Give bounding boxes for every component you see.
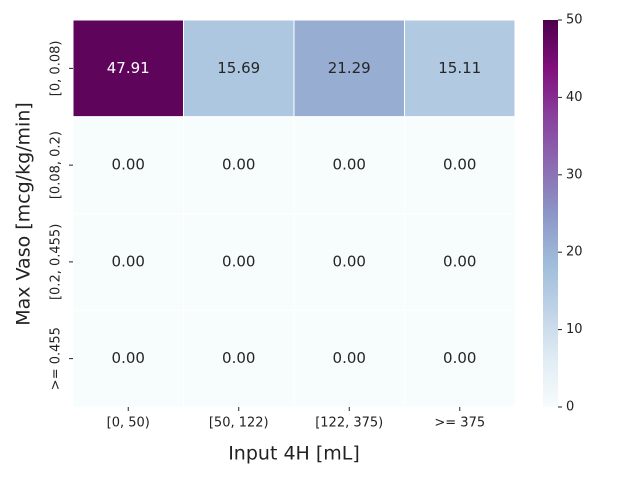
cell-label: 0.00 (222, 349, 255, 367)
cell-label: 0.00 (333, 349, 366, 367)
x-tick-label: [0, 50) (107, 416, 150, 431)
colorbar-tick-label: 50 (566, 13, 583, 28)
heatmap-cell (293, 19, 405, 118)
y-tick-label: [0.08, 0.2) (49, 131, 64, 199)
cell-label: 0.00 (443, 156, 476, 174)
heatmap-cell (183, 19, 295, 118)
heatmap-cell (72, 309, 184, 408)
y-tick-label: >= 0.455 (49, 327, 64, 390)
y-axis-title: Max Vaso [mcg/kg/min] (13, 102, 35, 326)
y-tick-label: [0.2, 0.455) (49, 224, 64, 300)
heatmap-cell (404, 213, 516, 311)
cell-label: 15.11 (438, 59, 481, 77)
x-tick-label: [50, 122) (209, 416, 269, 431)
heatmap-cell (293, 309, 405, 408)
cell-label: 21.29 (328, 59, 371, 77)
heatmap-cell (183, 116, 295, 214)
cell-label: 0.00 (112, 349, 145, 367)
cell-label: 0.00 (443, 349, 476, 367)
heatmap-cell (183, 309, 295, 408)
colorbar (543, 20, 558, 407)
x-tick-label: [122, 375) (315, 416, 383, 431)
colorbar-tick-label: 30 (566, 167, 583, 182)
heatmap-cell (183, 213, 295, 311)
x-axis-title: Input 4H [mL] (228, 443, 360, 465)
cell-label: 0.00 (222, 156, 255, 174)
cell-label: 0.00 (333, 156, 366, 174)
colorbar-tick-label: 10 (566, 322, 583, 337)
heatmap-cell (72, 19, 184, 118)
cell-label: 15.69 (217, 59, 260, 77)
heatmap-cell (404, 19, 516, 118)
cell-label: 0.00 (112, 252, 145, 270)
heatmap-cell (404, 116, 516, 214)
heatmap-cell (72, 116, 184, 214)
heatmap-cell (404, 309, 516, 408)
cell-label: 47.91 (107, 59, 150, 77)
cell-label: 0.00 (443, 252, 476, 270)
colorbar-tick-label: 40 (566, 90, 583, 105)
x-tick-label: >= 375 (434, 416, 485, 431)
y-tick-label: [0, 0.08) (49, 41, 64, 97)
colorbar-tick-label: 20 (566, 245, 583, 260)
cell-label: 0.00 (222, 252, 255, 270)
colorbar-tick-label: 0 (566, 400, 574, 415)
cell-label: 0.00 (333, 252, 366, 270)
cell-label: 0.00 (112, 156, 145, 174)
